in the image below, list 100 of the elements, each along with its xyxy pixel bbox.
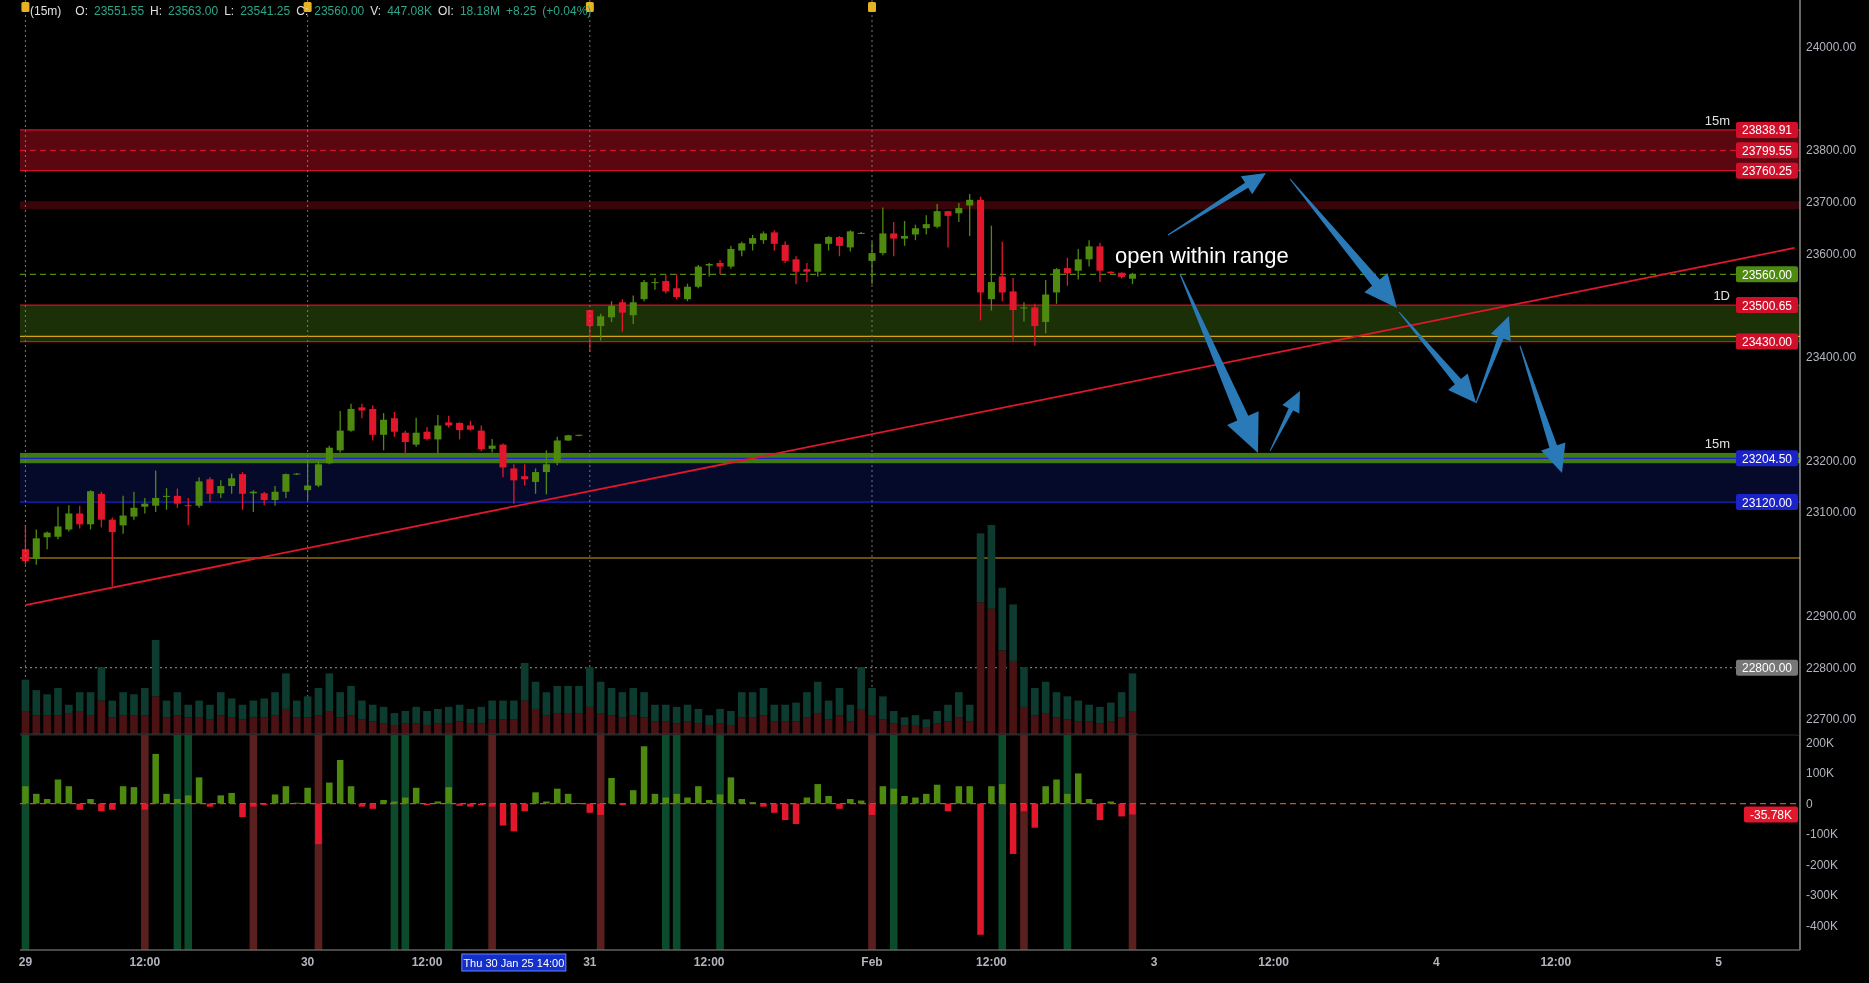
bar [781,803,789,821]
bar [629,715,638,734]
bar [1009,604,1017,661]
ref-line-label: 23799.55 [1741,143,1793,158]
bar [836,803,843,809]
bar [737,717,746,734]
candlestick [662,273,670,295]
bar [759,688,768,716]
y-tick-label: -100K [1806,827,1839,842]
candlestick [629,294,637,325]
bar [347,685,355,716]
bar [379,706,388,724]
candlestick [336,410,344,454]
candlestick [1063,257,1071,287]
bar [640,717,648,734]
bar [304,787,311,804]
bar [488,803,496,807]
candlestick [727,245,735,270]
candlestick [499,442,507,478]
bar [716,708,724,724]
bar [456,803,463,806]
candlestick [716,259,724,275]
bar [716,723,724,734]
bar [781,704,789,722]
bar [933,711,941,724]
candlestick [152,469,160,513]
bar [499,719,507,734]
bar [109,803,116,810]
bar [54,779,62,804]
y-tick-label: -400K [1806,918,1839,933]
bar [662,797,670,804]
candlestick [597,313,605,342]
bar [434,708,442,724]
bar [835,688,844,716]
bar [868,803,876,815]
y-tick-label: -200K [1806,857,1839,872]
bar [1041,681,1050,714]
candlestick [1009,277,1017,342]
candlestick [228,472,236,495]
bar [1031,688,1039,716]
bar [575,685,583,714]
candlestick [314,460,322,488]
bar [54,688,62,716]
bar [803,692,811,718]
bar [1074,721,1083,734]
bar [467,803,474,807]
bar [1074,700,1083,722]
bar [184,717,193,734]
bar [857,667,865,709]
y-tick-label: 23100.00 [1806,505,1857,520]
bar [390,713,399,726]
candlestick [792,255,800,285]
candlestick [879,206,887,256]
bar [358,803,366,807]
bar [466,708,475,724]
bar [1031,803,1039,828]
candlestick [325,445,333,465]
bar [1096,706,1104,724]
bar [152,753,159,804]
bar [684,797,691,804]
x-tick-label: 30 [300,955,315,969]
bar [292,700,301,718]
x-tick-label: 29 [18,955,33,969]
candlestick [835,235,843,257]
bar [651,721,659,734]
candlestick [890,221,898,257]
bar [217,795,225,804]
candlestick [922,214,930,236]
bar [75,692,84,712]
bar [163,793,170,804]
x-tick-label: 3 [1150,955,1158,969]
candlestick [803,262,811,283]
bar [423,711,431,726]
bar [206,719,214,734]
bar [1128,673,1137,712]
candlestick [651,277,659,291]
candlestick [1031,303,1039,347]
bar [271,715,279,734]
y-tick-label: 23800.00 [1806,143,1857,158]
bar [510,719,518,734]
bar [760,803,767,807]
y-tick-label: 23400.00 [1806,350,1857,365]
bar [955,692,963,718]
bar [922,719,931,728]
bar [933,723,941,734]
bar [564,793,572,804]
bar [640,746,648,804]
candlestick [477,424,485,452]
y-tick-label: 23200.00 [1806,453,1857,468]
bar [260,698,269,718]
bar [326,782,333,804]
bar [803,797,811,804]
candlestick [846,229,854,253]
candlestick [390,411,398,438]
x-tick-label: 12:00 [976,955,1008,969]
text: O: 23551.55 H: 23563.00 L: 23541.25 C: 23560.00 V: 447.08K OI: 18.18M +8.25 (+0.04%) [75,4,592,18]
bar [195,777,203,804]
candlestick [553,436,561,466]
candlestick [282,472,290,499]
candlestick [119,495,127,535]
